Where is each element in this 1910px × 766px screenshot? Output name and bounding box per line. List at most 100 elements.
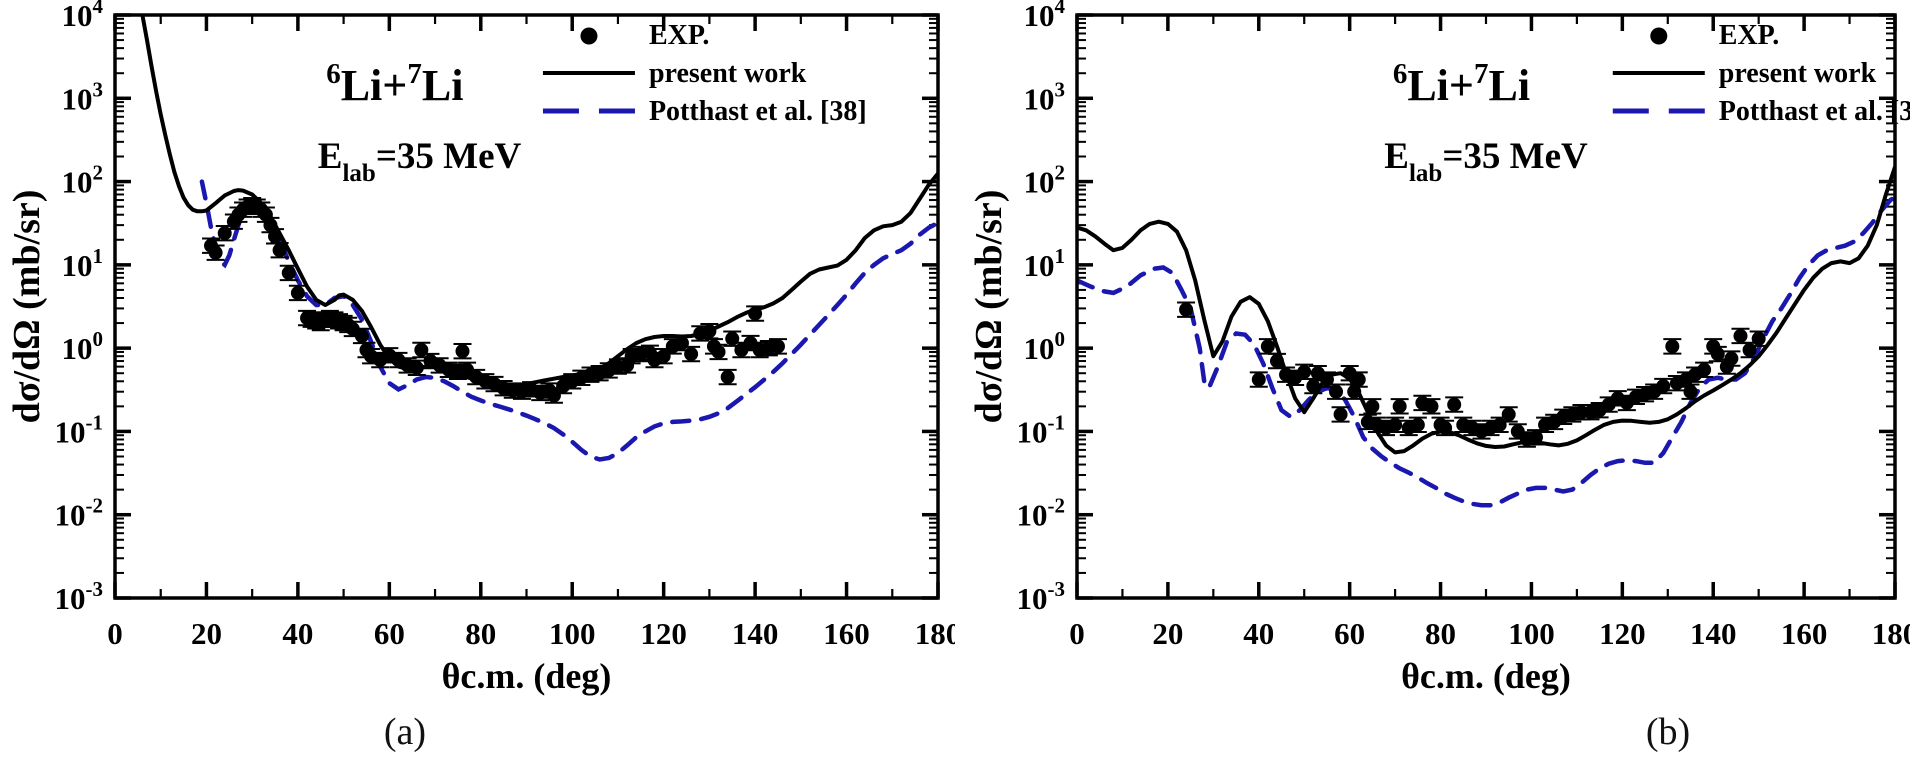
y-tick-label: 10-1 [55, 410, 104, 449]
x-tick-label: 0 [1069, 616, 1085, 651]
x-tick-label: 120 [640, 616, 687, 651]
exp-data-point [684, 347, 699, 362]
exp-data-point [1260, 339, 1275, 354]
tick-labels: 0 20 40 60 80 100 120 140 160 180 10-3 10-2 10-1 100 1… [55, 0, 956, 651]
exp-data-point [1297, 364, 1312, 379]
exp-data-point [1251, 372, 1266, 387]
x-tick-label: 80 [465, 616, 496, 651]
x-tick-label: 20 [1152, 616, 1183, 651]
exp-data-point [354, 328, 369, 343]
exp-data-point [1501, 407, 1516, 422]
series-exp-points [1177, 301, 1768, 448]
exp-data-point [281, 265, 296, 280]
x-tick-label: 180 [1872, 616, 1910, 651]
x-axis-label: θc.m. (deg) [442, 656, 612, 696]
exp-data-point [1697, 362, 1712, 377]
legend-label: EXP. [1719, 20, 1779, 51]
x-tick-label: 160 [823, 616, 870, 651]
tick-labels: 0 20 40 60 80 100 120 140 160 180 10-3 10-2 10-1 100 1… [1017, 0, 1910, 651]
exp-data-point [1528, 430, 1543, 445]
caption-b: (b) [1645, 711, 1691, 753]
y-tick-label: 10-2 [55, 494, 104, 533]
exp-data-point [674, 336, 689, 351]
x-tick-label: 80 [1425, 616, 1456, 651]
exp-data-point [1665, 339, 1680, 354]
exp-data-point [1351, 372, 1366, 387]
y-tick-label: 10-2 [1017, 494, 1066, 533]
exp-data-point [1410, 417, 1425, 432]
panel-b: 0 20 40 60 80 100 120 140 160 180 10-3 10-2 10-1 100 1… [955, 0, 1910, 766]
legend: EXP. present work Potthast et al. [38] [1612, 20, 1910, 127]
energy-subtitle: Elab=35 MeV [1384, 136, 1588, 187]
exp-data-point [1365, 399, 1380, 414]
exp-data-point [1392, 399, 1407, 414]
exp-data-point [702, 324, 717, 339]
x-tick-label: 60 [1334, 616, 1365, 651]
y-tick-label: 103 [62, 77, 104, 116]
exp-data-point [1306, 379, 1321, 394]
y-axis-label: dσ/dΩ (mb/sr) [6, 190, 48, 424]
x-tick-label: 40 [1243, 616, 1274, 651]
y-tick-label: 104 [62, 0, 104, 33]
series-exp-points [202, 197, 787, 404]
legend-exp-marker-icon [1650, 27, 1668, 45]
exp-data-point [1683, 384, 1698, 399]
x-tick-label: 40 [282, 616, 313, 651]
series-group [140, 15, 938, 462]
exp-data-point [720, 370, 735, 385]
plot-frame [1075, 13, 1897, 600]
legend-label: EXP. [649, 20, 709, 51]
reaction-title: 6Li+7Li [326, 58, 463, 110]
exp-data-point [1447, 397, 1462, 412]
chart-svg-b: 0 20 40 60 80 100 120 140 160 180 10-3 10-2 10-1 100 1… [968, 0, 1910, 696]
exp-data-point [1733, 328, 1748, 343]
x-tick-label: 100 [1508, 616, 1555, 651]
x-tick-label: 60 [374, 616, 405, 651]
y-tick-label: 100 [62, 327, 104, 366]
x-axis-label: θc.m. (deg) [1401, 656, 1571, 696]
y-tick-label: 100 [1024, 327, 1066, 366]
y-tick-label: 102 [1024, 161, 1066, 200]
exp-data-point [272, 243, 287, 258]
x-tick-label: 160 [1781, 616, 1828, 651]
exp-data-point [455, 344, 470, 359]
y-axis-label: dσ/dΩ (mb/sr) [968, 190, 1010, 424]
series-group [1077, 166, 1895, 508]
exp-data-point [1656, 379, 1671, 394]
exp-data-point [268, 229, 283, 244]
y-tick-label: 10-3 [1017, 577, 1066, 616]
series-present-work-line [1077, 166, 1895, 455]
exp-data-point [1179, 302, 1194, 317]
exp-data-point [1347, 384, 1362, 399]
y-tick-label: 102 [62, 161, 104, 200]
x-tick-label: 120 [1599, 616, 1646, 651]
x-tick-label: 140 [1690, 616, 1737, 651]
exp-data-point [1424, 399, 1439, 414]
y-tick-label: 10-3 [55, 577, 104, 616]
exp-data-point [409, 360, 424, 375]
energy-subtitle: Elab=35 MeV [318, 136, 522, 187]
panel-a: 0 20 40 60 80 100 120 140 160 180 10-3 10-2 10-1 100 1… [6, 0, 956, 696]
plot-frame [113, 13, 940, 600]
y-tick-label: 104 [1024, 0, 1066, 33]
exp-data-point [414, 342, 429, 357]
reaction-title: 6Li+7Li [1393, 58, 1530, 110]
exp-data-point [1333, 407, 1348, 422]
legend: EXP. present work Potthast et al. [38] [542, 20, 867, 127]
exp-data-point [770, 339, 785, 354]
x-tick-label: 140 [732, 616, 779, 651]
exp-data-point [1329, 384, 1344, 399]
caption-a: (a) [383, 711, 427, 753]
series-potthast-dashed-line [1077, 194, 1895, 508]
x-tick-label: 100 [549, 616, 596, 651]
exp-data-point [1319, 372, 1334, 387]
exp-data-point [208, 245, 223, 260]
legend-label: present work [649, 58, 807, 89]
exp-data-point [1438, 420, 1453, 435]
y-tick-label: 101 [1024, 244, 1066, 283]
legend-label: Potthast et al. [38] [1719, 96, 1910, 127]
x-tick-label: 0 [107, 616, 123, 651]
legend-label: present work [1719, 58, 1877, 89]
exp-data-point [711, 344, 726, 359]
